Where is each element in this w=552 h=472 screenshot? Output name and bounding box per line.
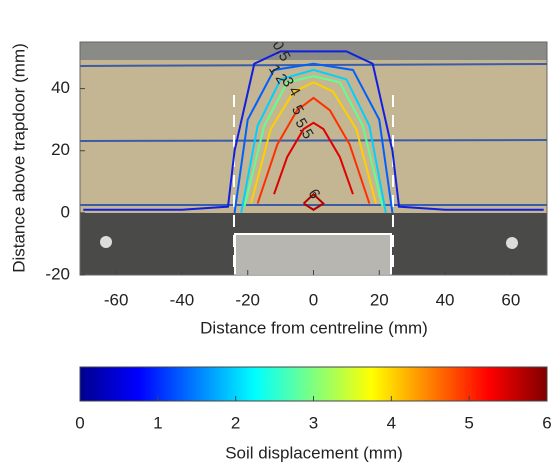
colorbar-tick-label: 6 xyxy=(542,413,551,432)
x-tick-label: 0 xyxy=(309,290,318,309)
colorbar-tick-label: 4 xyxy=(387,413,396,432)
y-tick-label: 20 xyxy=(51,140,70,159)
colorbar-tick-label: 1 xyxy=(153,413,162,432)
x-tick-label: -40 xyxy=(170,290,195,309)
colorbar-label: Soil displacement (mm) xyxy=(225,443,403,462)
colorbar-tick-label: 3 xyxy=(309,413,318,432)
y-tick-label: 40 xyxy=(51,78,70,97)
colorbar-tick-label: 2 xyxy=(231,413,240,432)
y-tick-label: 0 xyxy=(61,202,70,221)
x-tick-label: 20 xyxy=(370,290,389,309)
colorbar-tick-label: 0 xyxy=(75,413,84,432)
colorbar-tick-label: 5 xyxy=(464,413,473,432)
chart: 0.5123455.56 Distance from centreline (m… xyxy=(0,0,552,467)
x-tick-label: -20 xyxy=(235,290,260,309)
x-axis-label: Distance from centreline (mm) xyxy=(200,318,428,337)
x-tick-label: 60 xyxy=(501,290,520,309)
x-tick-label: 40 xyxy=(436,290,455,309)
x-tick-label: -60 xyxy=(104,290,129,309)
colorbar xyxy=(80,367,547,401)
y-axis-label: Distance above trapdoor (mm) xyxy=(9,43,28,273)
y-tick-label: -20 xyxy=(45,264,70,283)
